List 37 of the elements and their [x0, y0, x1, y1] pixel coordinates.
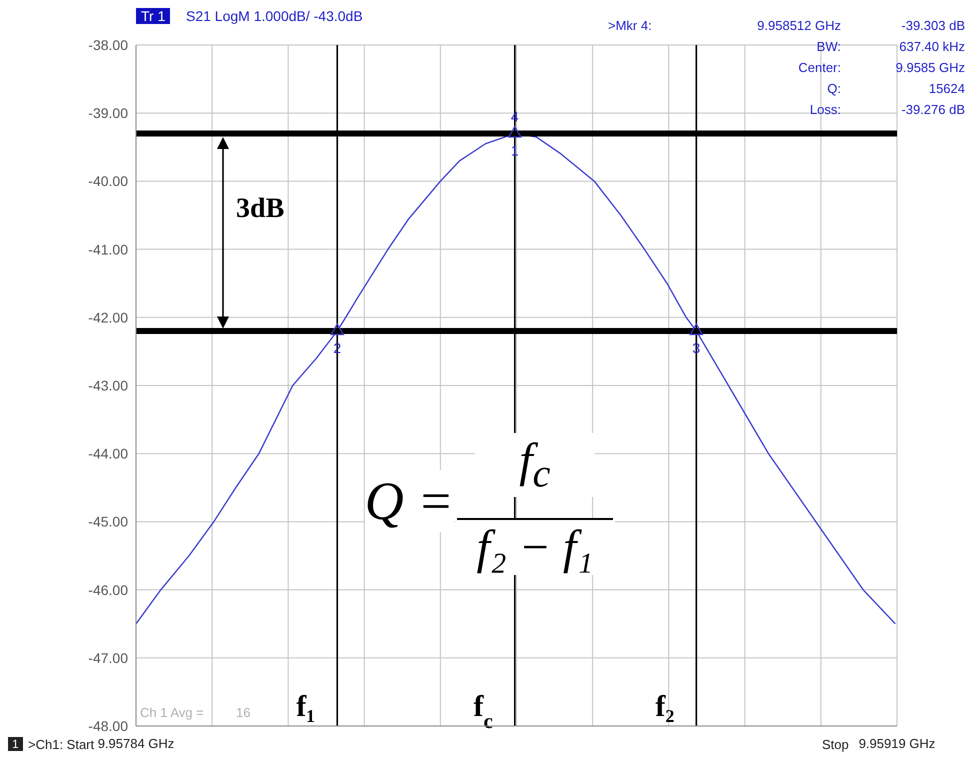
- text: >Mkr 4:: [608, 18, 652, 33]
- y-tick-label: -46.00: [88, 582, 128, 598]
- y-tick-label: -41.00: [88, 241, 128, 258]
- y-tick-label: -38.00: [88, 36, 128, 53]
- annotation: Ch 1 Avg =: [140, 705, 204, 720]
- y-tick-label: -39.00: [88, 105, 128, 122]
- text: 15624: [928, 81, 965, 96]
- text: Tr 1: [141, 8, 166, 24]
- annotation: Q:: [827, 81, 841, 96]
- chart-title: S21 LogM 1.000dB/ -43.0dB: [186, 8, 363, 24]
- annotation: Center:: [798, 60, 841, 75]
- text: -39.276 dB: [901, 102, 965, 117]
- y-tick-label: -44.00: [88, 446, 128, 462]
- annotation: BW:: [816, 39, 841, 54]
- x-tick-label: 9.95919 GHz: [858, 736, 936, 751]
- ref-line-label: f₁: [296, 690, 316, 723]
- annotation: 3dB: [236, 193, 284, 224]
- text: 9.958512 GHz: [757, 18, 841, 33]
- y-tick-label: -47.00: [88, 650, 128, 666]
- y-tick-label: -48.00: [88, 718, 128, 734]
- annotation: f₂ − f₁: [476, 521, 594, 574]
- annotation: Loss:: [810, 102, 841, 117]
- text: Stop: [822, 737, 849, 752]
- ref-line-label: f₂: [655, 690, 674, 723]
- y-tick-label: -42.00: [88, 309, 128, 326]
- annotation: f$_{c}$: [519, 434, 550, 496]
- text: >Ch1: Start: [28, 737, 94, 752]
- annotation: 16: [236, 705, 250, 720]
- text: 1: [12, 737, 19, 751]
- annotation: 9.9585 GHz: [896, 60, 965, 75]
- text: 637.40 kHz: [899, 39, 965, 54]
- x-tick-label: 9.95784 GHz: [98, 736, 174, 751]
- text: -39.303 dB: [901, 18, 965, 33]
- y-tick-label: -40.00: [88, 173, 128, 190]
- y-tick-label: -43.00: [88, 377, 128, 394]
- y-tick-label: -45.00: [88, 514, 128, 530]
- annotation: Q =: [364, 471, 454, 531]
